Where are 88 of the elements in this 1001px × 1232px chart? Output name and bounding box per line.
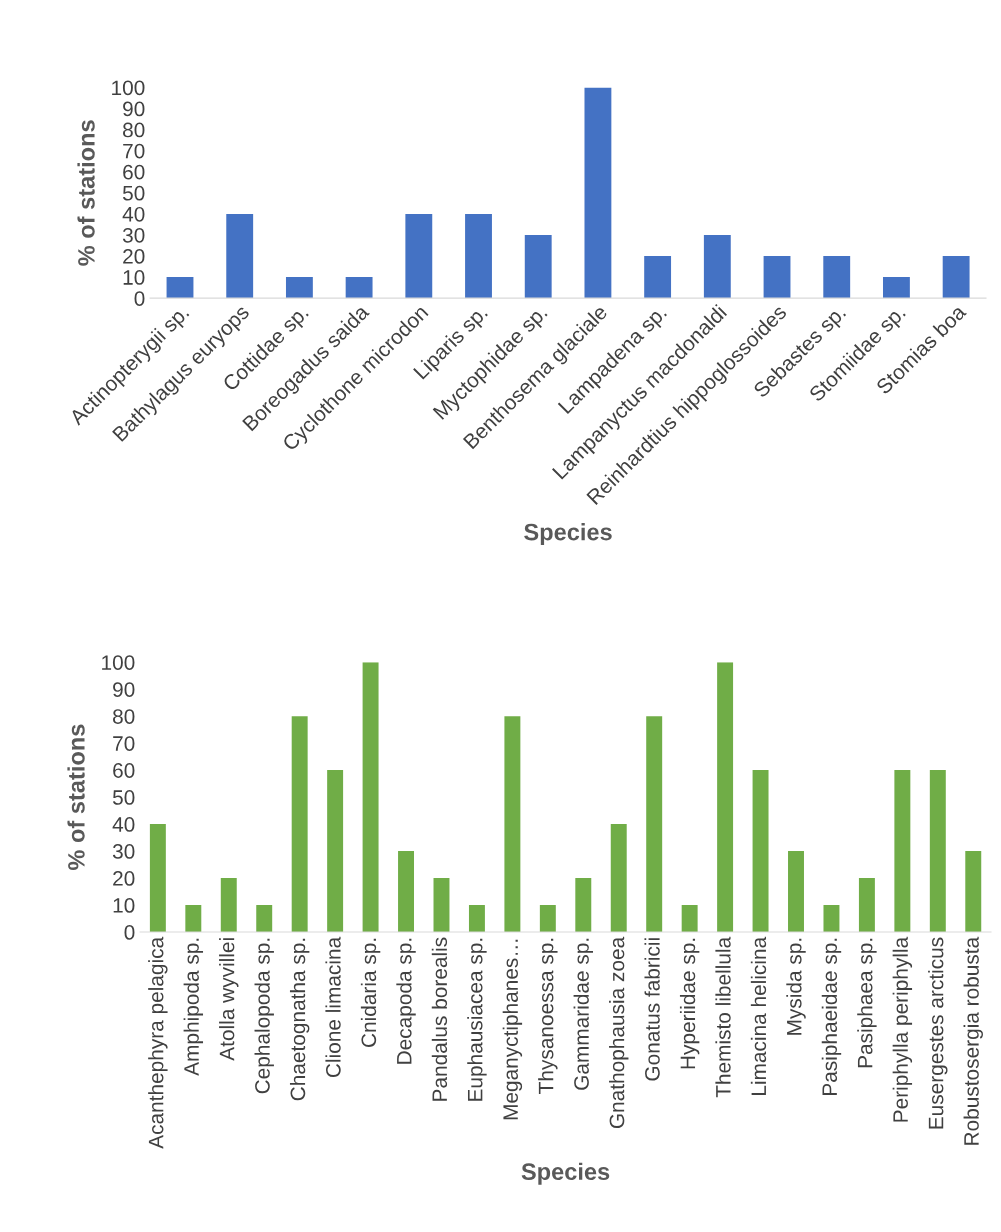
bar [256,905,273,933]
x-axis-title: Species [521,1162,610,1185]
bar [504,716,521,933]
bar [965,851,982,933]
bar [433,878,450,933]
bar [185,905,202,933]
y-axis-title: % of stations [77,120,95,266]
x-tick-label: Thysanoessa sp. [538,938,558,1094]
y-tick-label: 20 [123,249,145,264]
x-tick-label: Pandalus borealis [431,937,448,1101]
bar [362,662,379,933]
x-tick-label: Chaetognatha sp. [289,938,310,1101]
bar [942,256,970,299]
y-tick-label: 0 [134,291,145,306]
x-tick-label: Limacina helicina [750,936,767,1095]
y-tick-label: 60 [123,164,145,180]
bar [327,770,344,933]
y-tick-label: 10 [123,270,145,285]
x-tick-label: Amphipoda sp. [183,938,204,1076]
x-tick-label: Gammaridae sp. [573,938,593,1090]
y-tick-label: 90 [113,682,135,697]
bar [644,256,672,299]
bar [291,716,308,933]
x-tick-label: Mysida sp. [786,938,806,1035]
x-tick-label: Clione limacina [325,936,341,1078]
y-tick-label: 60 [113,763,135,778]
bar [858,878,875,933]
x-tick-label: Gnathophausia zoea [609,936,629,1129]
bar [823,256,851,299]
x-tick-label: Atolla wyvillei [219,938,239,1061]
y-tick-label: 90 [123,101,145,117]
y-tick-label: 30 [122,227,145,243]
bar [405,213,433,299]
bar [539,905,556,933]
y-tick-label: 40 [122,206,145,222]
y-tick-label: 10 [113,898,135,913]
x-tick-label: Pasiphaea sp. [857,938,877,1068]
x-tick-label: Gonatus fabricii [644,938,660,1081]
x-tick-label: Themisto libellula [715,936,731,1098]
bar [703,234,731,299]
bar [575,878,592,933]
x-tick-label: Pasiphaeidae sp. [821,938,842,1095]
bar [584,87,612,299]
x-tick-label: Hyperiidae sp. [679,938,700,1069]
bar [894,770,911,933]
bar [681,905,698,933]
bar [929,770,946,933]
y-tick-label: 70 [123,143,145,159]
y-tick-label: 20 [113,871,135,886]
x-tick-label: Acanthephyra pelagica [148,936,168,1149]
x-tick-label: Cnidaria sp. [360,938,381,1047]
x-tick-label: Decapoda sp. [396,938,416,1064]
bar [398,851,415,933]
y-tick-label: 100 [102,655,135,670]
y-tick-label: 40 [112,817,135,832]
bar [524,234,552,299]
bar [220,878,237,933]
x-tick-label: Euphausiacea sp. [467,938,487,1101]
bar [763,256,791,299]
y-tick-label: 50 [112,790,135,805]
x-tick-label: Robustosergia robusta [963,936,983,1145]
bar [285,277,313,299]
bar [646,716,663,933]
y-tick-label: 30 [112,844,135,859]
bar [823,905,840,933]
bar [788,851,804,933]
x-tick-label: Cephalopoda sp. [254,938,274,1094]
y-tick-label: 50 [122,185,145,201]
bar [166,277,194,299]
x-tick-label: Periphylla periphylla [892,936,913,1122]
bar [883,277,910,299]
y-tick-label: 80 [113,709,135,724]
y-tick-label: 80 [123,122,145,138]
bar [610,824,627,933]
bar [149,824,166,933]
x-tick-label: Meganyctiphanes… [502,939,523,1120]
y-axis-title: % of stations [67,724,85,870]
bar [468,905,485,933]
x-tick-label: Eusergestes arcticus [928,937,948,1129]
bar [752,770,769,933]
bar [226,213,254,299]
bar [465,213,492,299]
y-tick-label: 100 [112,80,145,96]
bar [345,277,373,299]
bar [717,662,734,933]
y-tick-label: 0 [124,925,135,940]
x-axis-title: Species [524,523,612,546]
y-tick-label: 70 [113,736,135,751]
